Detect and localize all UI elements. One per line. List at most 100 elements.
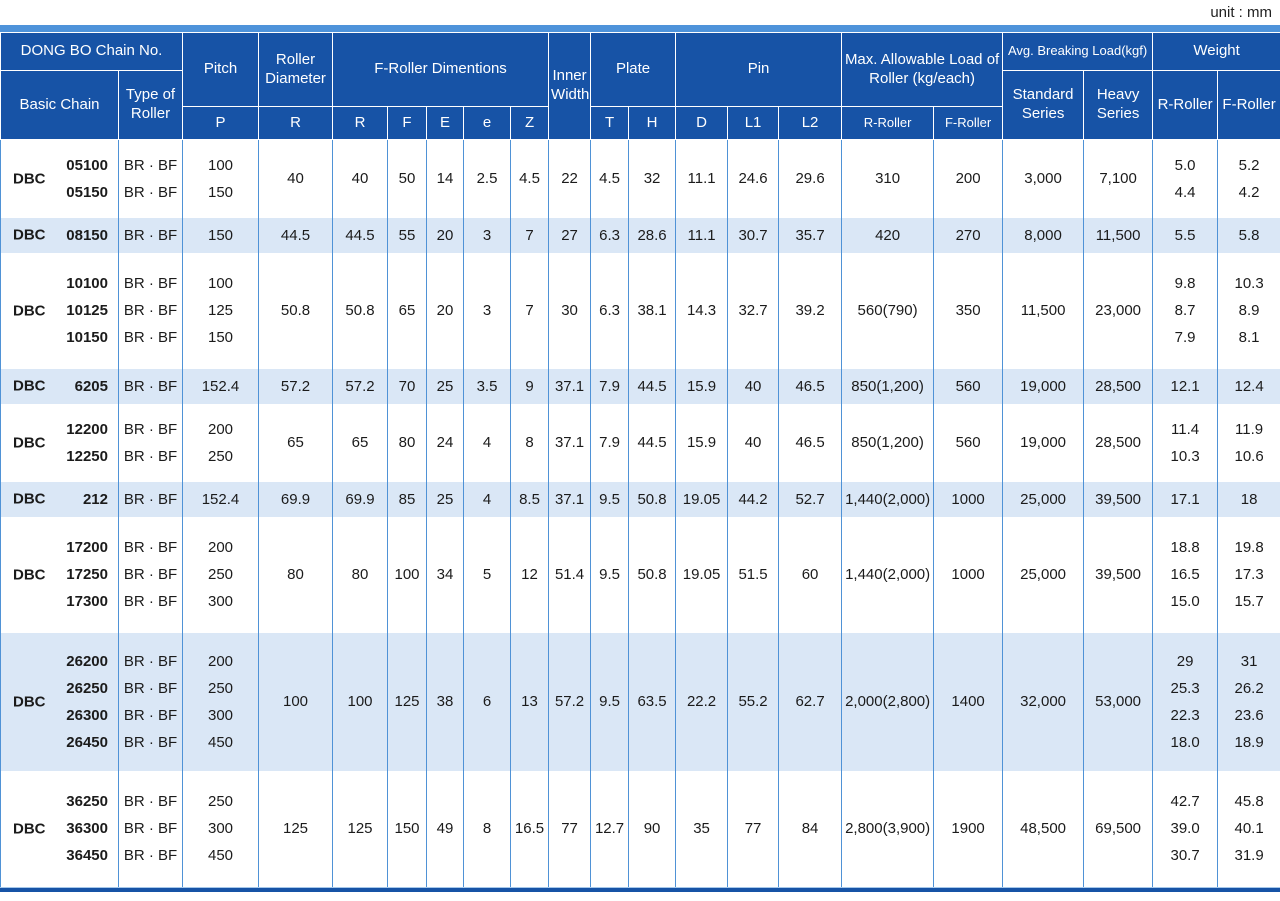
type-of-roller-cell-value: BR · BF [123,275,178,292]
pitch-cell-value: 125 [207,302,234,319]
pitch-cell: 100 125 150 [182,252,259,369]
basic-chain-cell: DBC 10100 10125 10150 [0,252,119,369]
f-roller-r-cell: 100 [332,632,388,771]
heavy-series-cell: 11,500 [1083,217,1154,253]
standard-series-cell: 32,000 [1002,632,1085,771]
pitch-cell-value: 200 [207,652,234,670]
plate-h-cell: 28.6 [628,217,677,253]
type-of-roller-cell-value: BR · BF [123,329,178,346]
f-roller-f-cell: 150 [387,770,427,887]
weight-f-roller-cell: 5.2 4.2 [1217,139,1280,218]
weight-f-roller-cell-value: 5.8 [1238,226,1260,244]
plate-h-cell: 32 [628,139,677,218]
weight-r-roller-cell-value: 25.3 [1170,679,1200,697]
table-top-accent-strip [0,25,1280,32]
pin-l1-cell: 24.6 [727,139,780,218]
weight-f-roller-cell-value: 8.1 [1238,329,1260,346]
max-load-f-roller-cell: 560 [933,403,1004,482]
header-f-roller-dimentions: F-Roller Dimentions [331,32,550,107]
weight-f-roller-cell-value: 23.6 [1234,706,1264,724]
table-row: DBC 212 BR · BF 152.4 69.9 69.9 85 25 4 8.5 37.1 9.… [0,481,1280,517]
header-sub-fr-e-small: e [463,106,511,140]
f-roller-r-cell: 44.5 [332,217,388,253]
header-basic-chain: Basic Chain [0,70,119,140]
f-roller-r-cell: 80 [332,516,388,633]
pitch-cell-value: 150 [207,183,234,201]
chain-prefix: DBC [13,302,46,319]
weight-r-roller-cell-value: 22.3 [1170,706,1200,724]
pin-l2-cell: 84 [778,770,843,887]
table-row: DBC 6205 BR · BF 152.4 57.2 57.2 70 25 3.5 9 37.1 7… [0,368,1280,404]
pin-d-cell: 19.05 [675,481,729,517]
pitch-cell-value: 100 [207,156,234,174]
f-roller-e-cell: 38 [426,632,464,771]
f-roller-f-cell: 55 [387,217,427,253]
chain-number: 17300 [66,593,108,610]
pin-d-cell: 11.1 [675,139,729,218]
type-of-roller-cell-value: BR · BF [123,302,178,319]
weight-r-roller-cell-value: 4.4 [1174,183,1196,201]
pin-l2-cell: 52.7 [778,481,843,517]
roller-diameter-cell: 65 [258,403,333,482]
roller-diameter-cell: 100 [258,632,333,771]
chain-number: 10125 [66,302,108,319]
weight-r-roller-cell-value: 11.4 [1171,420,1200,438]
pin-d-cell: 15.9 [675,403,729,482]
f-roller-e-cell: 24 [426,403,464,482]
pin-d-cell: 22.2 [675,632,729,771]
header-avg-breaking-load: Avg. Breaking Load(kgf) [1002,32,1154,71]
table-row: DBC 12200 12250 BR · BF BR · BF 200 250 65 65 80 2… [0,403,1280,482]
weight-f-roller-cell: 11.9 10.6 [1217,403,1280,482]
f-roller-f-cell: 125 [387,632,427,771]
weight-f-roller-cell: 31 26.2 23.6 18.9 [1217,632,1280,771]
pin-l1-cell: 44.2 [727,481,780,517]
pin-l2-cell: 46.5 [778,368,843,404]
pin-l2-cell: 46.5 [778,403,843,482]
header-heavy-series: Heavy Series [1083,70,1154,140]
weight-r-roller-cell-value: 18.0 [1170,733,1200,751]
weight-r-roller-cell-value: 17.1 [1170,490,1200,508]
chain-number: 12250 [66,447,108,465]
pitch-cell-value: 250 [207,793,234,810]
type-of-roller-cell-value: BR · BF [123,226,178,244]
heavy-series-cell: 39,500 [1083,516,1154,633]
header-weight-f-roller: F-Roller [1217,70,1280,140]
plate-t-cell: 9.5 [590,481,630,517]
pitch-cell-value: 150 [207,329,234,346]
f-roller-z-cell: 7 [509,252,550,369]
roller-diameter-cell: 57.2 [258,368,333,404]
plate-h-cell: 44.5 [628,368,677,404]
max-load-f-roller-cell: 350 [933,252,1004,369]
pitch-cell: 200 250 300 450 [182,632,259,771]
inner-width-cell: 22 [548,139,592,218]
pin-l1-cell: 40 [727,403,780,482]
f-roller-f-cell: 70 [387,368,427,404]
weight-f-roller-cell-value: 19.8 [1234,539,1264,556]
header-inner-width: Inner Width [548,32,592,140]
pitch-cell-value: 250 [207,566,234,583]
header-sub-fr-e: E [426,106,464,140]
f-roller-z-cell: 9 [509,368,550,404]
pitch-cell-value: 150 [207,226,234,244]
f-roller-e-cell: 14 [426,139,464,218]
pitch-cell-value: 300 [207,706,234,724]
heavy-series-cell: 23,000 [1083,252,1154,369]
header-plate: Plate [590,32,677,107]
header-type-of-roller: Type of Roller [118,70,183,140]
weight-f-roller-cell-value: 18.9 [1234,733,1264,751]
chain-prefix: DBC [13,170,46,188]
weight-r-roller-cell-value: 12.1 [1170,377,1200,395]
f-roller-e-small-cell: 3.5 [463,368,511,404]
pitch-cell-value: 250 [207,447,234,465]
plate-h-cell: 44.5 [628,403,677,482]
weight-r-roller-cell: 42.7 39.0 30.7 [1152,770,1219,887]
heavy-series-cell: 69,500 [1083,770,1154,887]
plate-h-cell: 50.8 [628,481,677,517]
pitch-cell: 152.4 [182,481,259,517]
roller-diameter-cell: 125 [258,770,333,887]
plate-h-cell: 90 [628,770,677,887]
max-load-r-roller-cell: 2,800(3,900) [841,770,935,887]
inner-width-cell: 77 [548,770,592,887]
weight-r-roller-cell: 5.5 [1152,217,1219,253]
type-of-roller-cell: BR · BF BR · BF [118,139,183,218]
